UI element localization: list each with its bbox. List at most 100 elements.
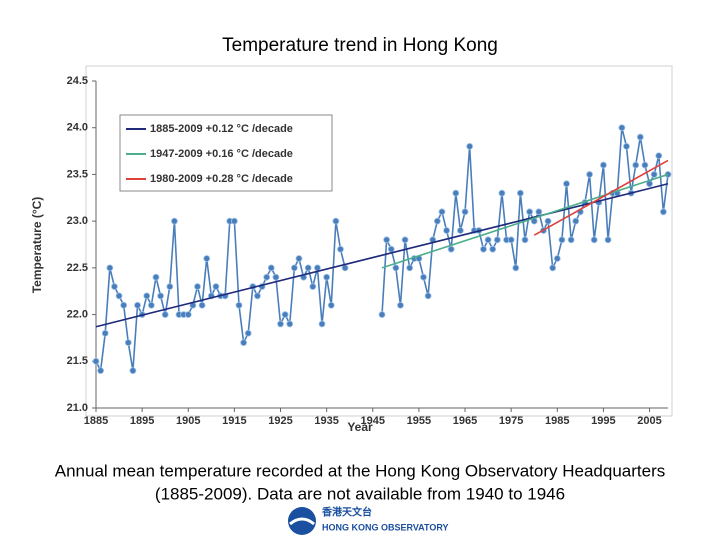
legend: 1885-2009 +0.12 °C /decade 1947-2009 +0.1… — [119, 114, 333, 192]
data-point — [290, 264, 298, 272]
x-tick-label: 2005 — [637, 415, 661, 427]
data-point — [143, 292, 151, 300]
data-point — [171, 217, 178, 225]
data-point — [586, 171, 593, 178]
trend-line — [533, 159, 669, 236]
data-point — [295, 255, 303, 262]
data-point — [406, 264, 414, 272]
data-point — [115, 292, 123, 300]
data-point — [401, 236, 409, 244]
legend-label: 1885-2009 +0.12 °C /decade — [150, 123, 293, 135]
x-tick-label: 1965 — [453, 415, 477, 427]
data-point — [457, 227, 464, 234]
data-point — [157, 292, 164, 300]
data-point — [92, 357, 100, 365]
data-point — [309, 283, 317, 290]
data-point — [618, 124, 626, 132]
data-point — [392, 264, 400, 272]
caption: Annual mean temperature recorded at the … — [55, 461, 665, 480]
data-point — [567, 236, 575, 244]
data-point — [120, 301, 128, 309]
data-point — [230, 217, 238, 225]
data-point — [641, 161, 649, 169]
data-point — [420, 273, 427, 281]
data-point — [623, 142, 630, 150]
data-point — [535, 208, 543, 216]
data-point — [553, 255, 561, 262]
data-point — [549, 264, 557, 272]
data-point — [558, 236, 566, 244]
data-point — [498, 189, 506, 197]
data-point — [512, 264, 520, 272]
data-point — [424, 292, 432, 300]
data-point — [134, 301, 141, 309]
data-point — [235, 301, 243, 309]
data-point — [272, 273, 280, 281]
data-point — [263, 273, 271, 281]
data-point — [480, 245, 487, 253]
data-point — [194, 283, 201, 290]
data-point — [590, 236, 598, 244]
data-point — [323, 273, 331, 281]
x-tick-label: 1995 — [591, 415, 615, 427]
x-tick-label: 1945 — [361, 415, 385, 427]
data-point — [277, 320, 284, 328]
data-point — [281, 311, 289, 318]
data-point — [600, 161, 607, 169]
data-point — [267, 264, 275, 272]
data-point — [461, 208, 469, 216]
legend-box — [119, 114, 333, 192]
data-point — [447, 245, 455, 253]
x-tick-label: 1955 — [407, 415, 431, 427]
x-tick-label: 1895 — [130, 415, 154, 427]
x-tick-label: 1885 — [84, 415, 108, 427]
data-point — [604, 236, 612, 244]
y-tick-label: 24.0 — [67, 122, 88, 134]
data-point — [507, 236, 515, 244]
logo-wave — [289, 517, 315, 526]
data-point — [397, 301, 404, 309]
data-point — [111, 283, 118, 290]
data-point — [452, 189, 460, 197]
data-point — [254, 292, 261, 300]
x-tick-label: 1915 — [222, 415, 246, 427]
data-point — [203, 255, 211, 262]
data-point — [655, 152, 663, 160]
y-tick-label: 24.5 — [67, 75, 88, 87]
data-point — [286, 320, 294, 328]
data-point — [443, 227, 450, 234]
data-point — [493, 236, 501, 244]
caption: (1885-2009). Data are not available from… — [155, 484, 565, 503]
data-point — [516, 189, 524, 197]
data-point — [544, 217, 552, 225]
data-point — [129, 367, 137, 375]
trend-line — [381, 173, 669, 269]
data-point — [166, 283, 174, 290]
data-point — [526, 208, 534, 216]
y-tick-label: 22.5 — [67, 262, 88, 274]
data-point — [337, 245, 344, 253]
data-point — [563, 180, 570, 188]
data-point — [636, 133, 644, 141]
data-point — [521, 236, 529, 244]
data-point — [124, 339, 132, 347]
data-point — [489, 245, 497, 253]
data-point — [438, 208, 446, 216]
data-point — [198, 301, 206, 309]
data-point — [304, 264, 312, 272]
data-point — [244, 329, 252, 337]
data-point — [184, 311, 192, 318]
data-point — [147, 301, 155, 309]
data-point — [632, 161, 640, 169]
x-tick-label: 1925 — [268, 415, 292, 427]
legend-label: 1980-2009 +0.28 °C /decade — [150, 173, 293, 185]
y-axis-label: Temperature (°C) — [30, 197, 44, 294]
data-point — [383, 236, 391, 244]
x-tick-label: 1975 — [499, 415, 523, 427]
data-point — [387, 245, 395, 253]
data-point — [327, 301, 335, 309]
y-tick-label: 21.0 — [67, 402, 88, 414]
data-point — [318, 320, 326, 328]
logo-chinese: 香港天文台 — [322, 506, 372, 519]
